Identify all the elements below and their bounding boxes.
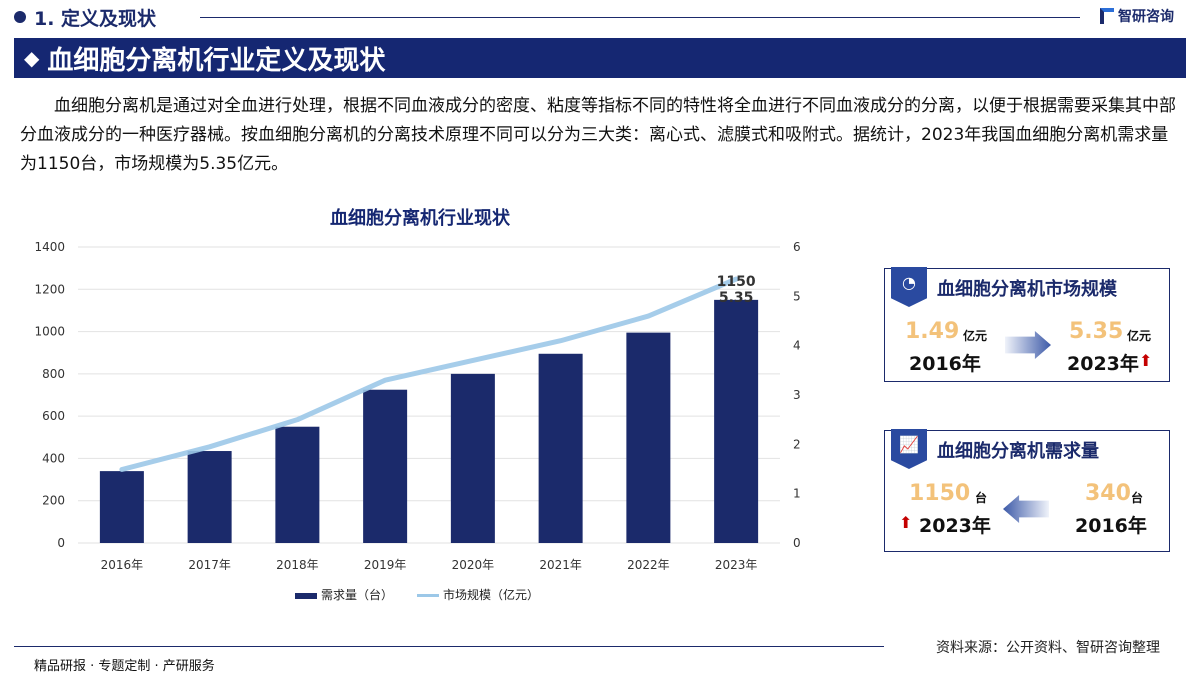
bar [99, 471, 144, 543]
value-2016: 340 [1085, 481, 1131, 506]
value-2023: 5.35 [1069, 319, 1124, 344]
right-tick-label: 0 [793, 536, 801, 550]
up-arrow-icon: ⬆ [1139, 351, 1153, 370]
trend-chart-icon: 📈 [891, 429, 927, 469]
right-tick-label: 4 [793, 339, 801, 353]
section-bullet [14, 11, 26, 23]
bar [538, 353, 583, 543]
legend-item-demand: 需求量（台） [295, 586, 393, 603]
chart: 0 200 400 600 800 1000 1200 1400 0 1 2 3 4 5 6 2016年 201… [34, 240, 801, 570]
x-tick-label: 2017年 [188, 558, 231, 570]
arrow-right-icon [1005, 331, 1051, 359]
right-tick-label: 3 [793, 388, 801, 402]
left-tick-label: 1200 [34, 282, 65, 296]
section-title: 1. 定义及现状 [34, 8, 157, 30]
footer-divider [14, 646, 884, 647]
right-tick-label: 1 [793, 487, 801, 501]
value-2016: 1.49 [905, 319, 960, 344]
x-tick-label: 2019年 [364, 558, 407, 570]
card-title: 血细胞分离机需求量 [937, 441, 1099, 462]
chart-title: 血细胞分离机行业现状 [330, 208, 510, 229]
diamond-icon: ◆ [24, 46, 40, 70]
left-tick-label: 0 [57, 536, 65, 550]
bar-data-label: 1150 [717, 274, 756, 290]
legend-swatch-bar [295, 592, 317, 599]
unit: 亿元 [1127, 329, 1152, 343]
pie-chart-icon: ◔ [891, 267, 927, 307]
x-tick-label: 2023年 [715, 558, 758, 570]
page-title: 血细胞分离机行业定义及现状 [47, 45, 386, 76]
x-tick-label: 2021年 [539, 558, 582, 570]
unit: 亿元 [963, 329, 988, 343]
legend-item-market: 市场规模（亿元） [417, 586, 539, 603]
legend-label: 市场规模（亿元） [443, 588, 540, 602]
page-banner: ◆ 血细胞分离机行业定义及现状 [14, 38, 1186, 78]
left-tick-label: 1000 [34, 325, 65, 339]
market-size-line [119, 276, 739, 472]
bar [363, 389, 408, 543]
source-note: 资料来源：公开资料、智研咨询整理 [936, 640, 1160, 656]
value-2023: 1150 [909, 481, 971, 506]
bar [275, 426, 320, 543]
legend-swatch-line [417, 594, 440, 597]
demand-card: 📈 血细胞分离机需求量 1150 台 ⬆ 2023年 340 台 2016年 [884, 429, 1170, 552]
line-data-label: 5.35 [719, 290, 754, 306]
year-2016: 2016年 [909, 353, 981, 375]
footer-slogan: 精品研报 · 专题定制 · 产研服务 [34, 659, 215, 674]
left-tick-label: 400 [42, 451, 65, 465]
arrow-left-icon [1003, 495, 1049, 523]
unit: 台 [975, 491, 988, 505]
x-tick-label: 2022年 [627, 558, 670, 570]
right-tick-label: 6 [793, 240, 801, 254]
left-tick-label: 200 [42, 494, 65, 508]
logo: 智研咨询 [1100, 6, 1174, 26]
right-tick-label: 2 [793, 437, 801, 451]
up-arrow-icon: ⬆ [899, 513, 913, 532]
bar [450, 373, 495, 543]
legend: 需求量（台） 市场规模（亿元） [295, 586, 539, 603]
right-tick-label: 5 [793, 289, 801, 303]
bar [187, 451, 232, 543]
logo-text: 智研咨询 [1118, 9, 1174, 25]
x-tick-label: 2020年 [452, 558, 495, 570]
divider [200, 17, 1080, 18]
logo-icon [1100, 8, 1114, 24]
left-tick-label: 600 [42, 409, 65, 423]
x-tick-label: 2018年 [276, 558, 319, 570]
x-tick-label: 2016年 [101, 558, 144, 570]
unit: 台 [1131, 491, 1144, 505]
legend-label: 需求量（台） [321, 588, 394, 602]
year-2023: 2023年 [919, 515, 991, 537]
bar [626, 332, 671, 543]
year-2023: 2023年 [1067, 353, 1139, 375]
intro-paragraph: 血细胞分离机是通过对全血进行处理，根据不同血液成分的密度、粘度等指标不同的特性将… [20, 92, 1180, 179]
market-size-card: ◔ 血细胞分离机市场规模 1.49 亿元 2016年 5.35 亿元 2023年… [884, 267, 1170, 382]
left-tick-label: 800 [42, 367, 65, 381]
card-title: 血细胞分离机市场规模 [937, 279, 1117, 300]
year-2016: 2016年 [1075, 515, 1147, 537]
bar [714, 299, 759, 543]
left-tick-label: 1400 [34, 240, 65, 254]
intro-text: 血细胞分离机是通过对全血进行处理，根据不同血液成分的密度、粘度等指标不同的特性将… [20, 96, 1176, 174]
